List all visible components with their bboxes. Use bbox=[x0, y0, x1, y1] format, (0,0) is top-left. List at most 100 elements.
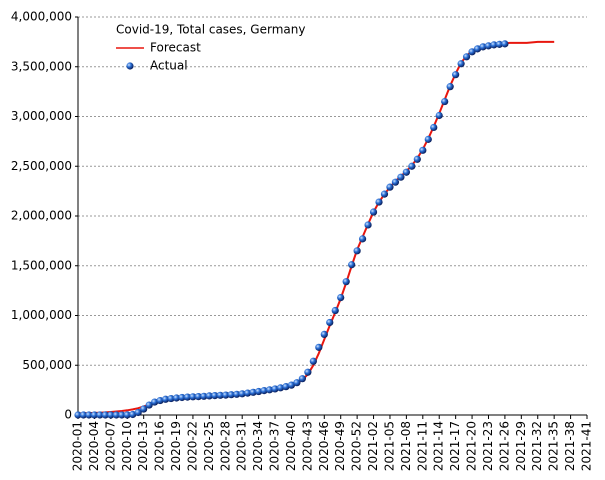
actual-point bbox=[293, 379, 301, 387]
actual-point bbox=[118, 411, 126, 419]
actual-point bbox=[101, 411, 109, 419]
actual-point bbox=[441, 97, 449, 106]
y-tick-label: 1,500,000 bbox=[11, 258, 72, 272]
actual-point bbox=[107, 411, 115, 419]
actual-point bbox=[216, 391, 224, 399]
x-tick-label: 2020-37 bbox=[268, 421, 282, 471]
actual-point bbox=[391, 178, 400, 186]
actual-point bbox=[151, 398, 159, 406]
actual-point bbox=[74, 411, 82, 419]
actual-point bbox=[178, 393, 186, 402]
legend-label: Actual bbox=[150, 59, 188, 73]
actual-point bbox=[244, 389, 252, 397]
actual-point bbox=[484, 42, 493, 50]
actual-point bbox=[468, 48, 476, 56]
x-tick-label: 2020-25 bbox=[202, 421, 216, 471]
actual-point bbox=[205, 392, 213, 400]
x-tick-label: 2020-13 bbox=[136, 421, 150, 471]
x-tick-label: 2020-16 bbox=[153, 421, 167, 471]
x-tick-label: 2021-32 bbox=[530, 421, 544, 471]
actual-point bbox=[233, 390, 241, 398]
actual-point bbox=[167, 394, 175, 403]
y-tick-label: 500,000 bbox=[22, 358, 72, 372]
actual-point bbox=[211, 391, 219, 400]
actual-point bbox=[79, 411, 88, 419]
actual-point bbox=[112, 411, 120, 419]
y-tick-label: 3,500,000 bbox=[11, 59, 72, 73]
actual-point bbox=[282, 383, 290, 391]
y-tick-label: 1,000,000 bbox=[11, 308, 72, 322]
actual-point bbox=[490, 41, 498, 49]
actual-point bbox=[309, 357, 317, 365]
actual-point bbox=[249, 388, 257, 396]
actual-point bbox=[227, 391, 235, 399]
actual-point bbox=[462, 53, 471, 61]
x-tick-label: 2021-14 bbox=[432, 421, 446, 471]
actual-point bbox=[342, 278, 350, 286]
actual-point bbox=[265, 386, 274, 394]
actual-point bbox=[364, 221, 372, 229]
y-tick-label: 2,500,000 bbox=[11, 159, 72, 173]
actual-point bbox=[413, 155, 421, 163]
actual-point bbox=[123, 411, 131, 419]
actual-point bbox=[260, 387, 268, 395]
actual-point bbox=[331, 306, 339, 315]
actual-point bbox=[380, 190, 389, 198]
legend-label: Forecast bbox=[150, 41, 201, 55]
x-tick-label: 2020-28 bbox=[218, 421, 232, 471]
legend-swatch bbox=[126, 62, 134, 70]
x-tick-label: 2020-40 bbox=[284, 421, 298, 471]
actual-point bbox=[375, 198, 383, 206]
actual-point bbox=[369, 208, 378, 216]
x-tick-label: 2020-04 bbox=[87, 421, 101, 471]
actual-point bbox=[446, 83, 454, 91]
actual-point bbox=[495, 40, 504, 48]
actual-point bbox=[359, 235, 367, 243]
actual-point bbox=[353, 247, 361, 255]
actual-point bbox=[276, 384, 285, 392]
actual-point bbox=[238, 390, 246, 398]
actual-point bbox=[424, 135, 432, 143]
y-tick-label: 3,000,000 bbox=[11, 109, 72, 123]
actual-point bbox=[271, 385, 279, 393]
x-tick-label: 2020-22 bbox=[185, 421, 199, 471]
x-tick-label: 2021-38 bbox=[563, 421, 577, 471]
actual-point bbox=[479, 43, 487, 51]
actual-point bbox=[129, 410, 137, 419]
actual-point bbox=[326, 318, 334, 327]
actual-point bbox=[298, 375, 306, 383]
actual-point bbox=[96, 411, 104, 419]
actual-point bbox=[435, 111, 443, 120]
x-tick-label: 2021-41 bbox=[580, 421, 594, 471]
y-tick-label: 4,000,000 bbox=[11, 10, 72, 24]
actual-point bbox=[183, 393, 192, 401]
x-tick-label: 2021-02 bbox=[366, 421, 380, 471]
legend-title: Covid-19, Total cases, Germany bbox=[116, 23, 305, 37]
x-tick-label: 2020-34 bbox=[251, 421, 265, 471]
x-tick-label: 2021-08 bbox=[399, 421, 413, 471]
x-tick-label: 2021-20 bbox=[465, 421, 479, 471]
actual-point bbox=[397, 173, 405, 181]
x-tick-label: 2020-43 bbox=[300, 421, 314, 471]
actual-point bbox=[315, 343, 323, 351]
actual-point bbox=[145, 401, 153, 409]
actual-point bbox=[200, 392, 208, 400]
x-tick-label: 2021-35 bbox=[547, 421, 561, 471]
actual-point bbox=[348, 261, 356, 269]
actual-point bbox=[320, 330, 328, 339]
actual-point bbox=[189, 393, 197, 401]
x-tick-label: 2020-49 bbox=[333, 421, 347, 471]
actual-point bbox=[90, 411, 99, 419]
actual-point bbox=[402, 168, 410, 176]
x-tick-label: 2021-05 bbox=[382, 421, 396, 471]
actual-point bbox=[287, 381, 296, 389]
x-tick-label: 2021-26 bbox=[497, 421, 511, 471]
forecast-line bbox=[77, 40, 555, 415]
actual-point bbox=[156, 396, 164, 405]
y-tick-label: 2,000,000 bbox=[11, 209, 72, 223]
x-tick-label: 2020-52 bbox=[350, 421, 364, 471]
actual-point bbox=[222, 391, 230, 399]
actual-point bbox=[194, 392, 203, 401]
actual-point bbox=[172, 394, 181, 402]
x-tick-label: 2020-19 bbox=[169, 421, 183, 471]
